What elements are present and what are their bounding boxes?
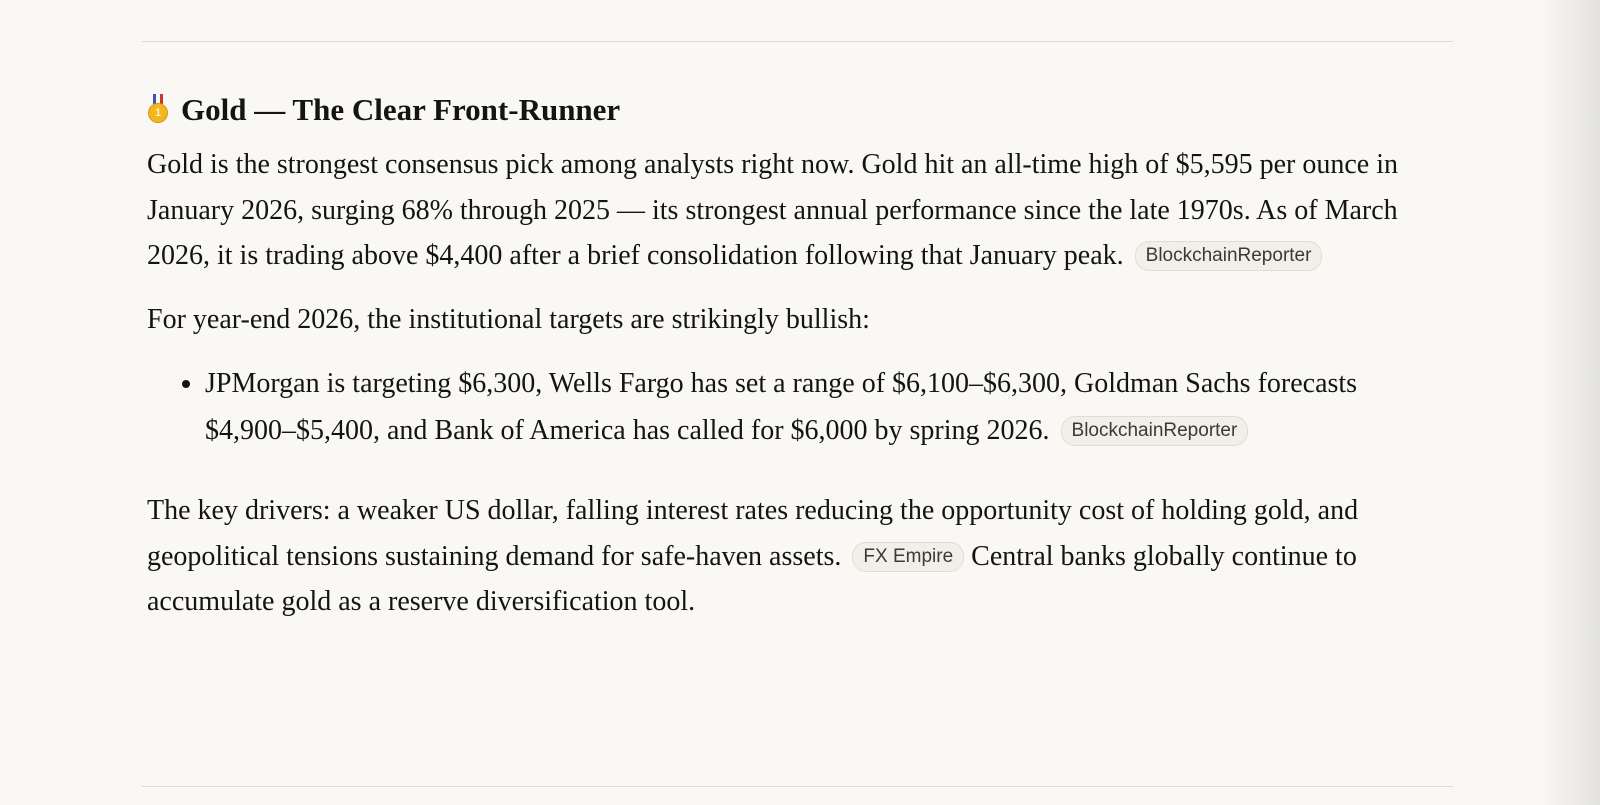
citation-link[interactable]: FX Empire	[852, 541, 965, 572]
list-item-text: JPMorgan is targeting $6,300, Wells Farg…	[205, 368, 1358, 446]
citation-link[interactable]: BlockchainReporter	[1134, 241, 1323, 271]
paragraph-drivers: The key drivers: a weaker US dollar, fal…	[147, 488, 1409, 625]
citation-link[interactable]: BlockchainReporter	[1060, 416, 1249, 446]
bottom-divider	[142, 786, 1453, 787]
paragraph-drivers-text-2: Central banks globally continue to accum…	[147, 540, 1357, 618]
paragraph-targets: For year-end 2026, the institutional tar…	[147, 303, 870, 335]
gold-section: 1 Gold — The Clear Front-Runner Gold is t…	[147, 86, 1409, 643]
section-title: Gold — The Clear Front-Runner	[181, 92, 621, 127]
targets-list: JPMorgan is targeting $6,300, Wells Farg…	[147, 360, 1409, 454]
section-heading: 1 Gold — The Clear Front-Runner	[147, 86, 1409, 134]
scroll-edge-shadow	[1540, 0, 1600, 805]
top-divider	[142, 41, 1453, 42]
paragraph-intro-text: Gold is the strongest consensus pick amo…	[147, 149, 1398, 271]
list-item: JPMorgan is targeting $6,300, Wells Farg…	[205, 360, 1409, 454]
paragraph-drivers-text: The key drivers: a weaker US dollar, fal…	[147, 495, 1359, 572]
paragraph-intro: Gold is the strongest consensus pick amo…	[147, 142, 1409, 279]
gold-medal-icon: 1	[147, 94, 169, 124]
